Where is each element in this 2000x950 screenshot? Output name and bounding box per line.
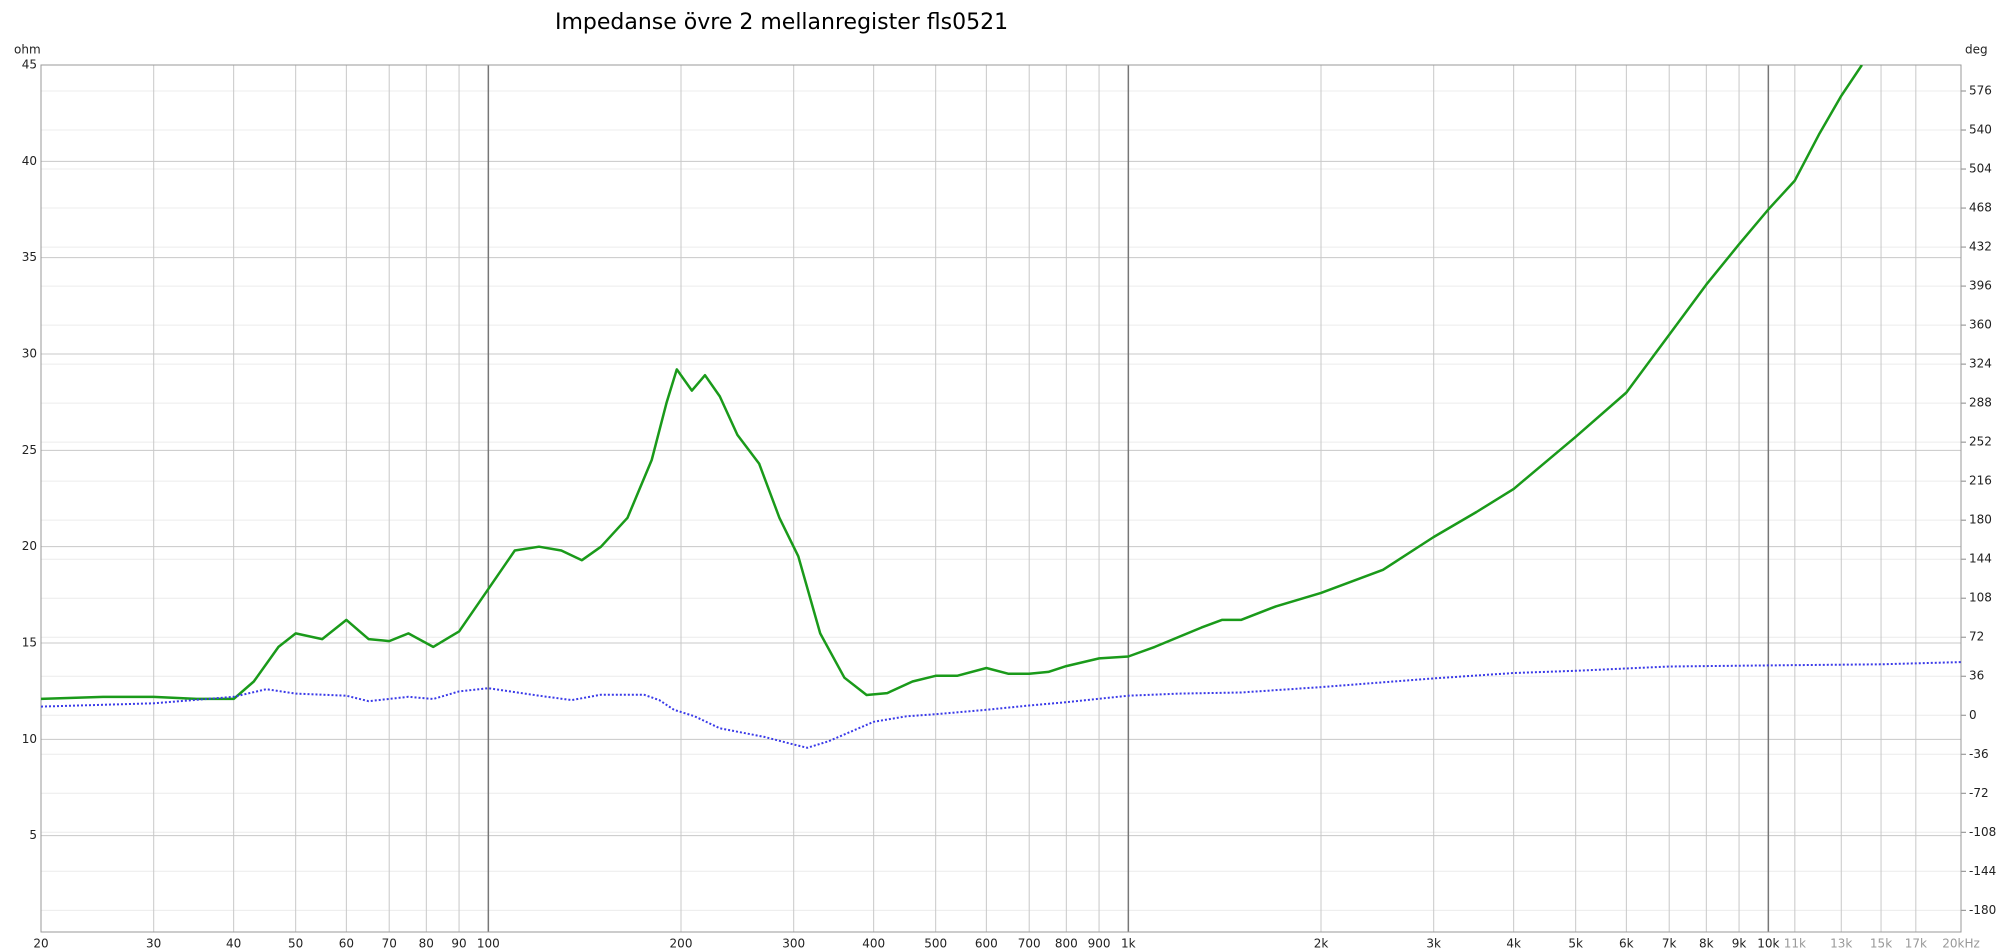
y2-tick-label: 504: [1969, 162, 1992, 176]
chart-title: Impedanse övre 2 mellanregister fls0521: [555, 10, 1008, 35]
y-tick-label: 45: [22, 58, 37, 72]
y2-tick-label: -144: [1969, 864, 1996, 878]
y2-tick-label: 0: [1969, 708, 1977, 722]
x-tick-label: 700: [1018, 937, 1041, 950]
x-tick-label: 800: [1055, 937, 1078, 950]
x-tick-label: 200: [670, 937, 693, 950]
y2-tick-label: 360: [1969, 318, 1992, 332]
x-tick-label: 6k: [1619, 937, 1634, 950]
x-tick-label: 7k: [1662, 937, 1677, 950]
x-tick-label: 20kHz: [1942, 937, 1980, 950]
y2-tick-label: 432: [1969, 240, 1992, 254]
y-tick-label: 35: [22, 250, 37, 264]
x-tick-label: 300: [782, 937, 805, 950]
series-line: [41, 661, 1961, 749]
y-tick-label: 25: [22, 443, 37, 457]
y2-tick-label: 216: [1969, 474, 1992, 488]
x-tick-label: 15k: [1870, 937, 1892, 950]
x-tick-label: 3k: [1426, 937, 1441, 950]
y2-tick-label: -180: [1969, 903, 1996, 917]
x-tick-label: 100: [477, 937, 500, 950]
y-tick-label: 30: [22, 347, 37, 361]
x-tick-label: 70: [382, 937, 397, 950]
y-tick-label: 10: [22, 732, 37, 746]
x-tick-label: 11k: [1784, 937, 1806, 950]
x-tick-label: 1k: [1121, 937, 1136, 950]
y2-tick-label: 108: [1969, 591, 1992, 605]
y2-axis-label: deg: [1965, 43, 1988, 57]
x-tick-label: 5k: [1568, 937, 1583, 950]
x-tick-label: 20: [33, 937, 48, 950]
x-tick-label: 40: [226, 937, 241, 950]
x-tick-label: 50: [288, 937, 303, 950]
y-tick-label: 15: [22, 636, 37, 650]
x-tick-label: 2k: [1314, 937, 1329, 950]
x-tick-label: 13k: [1830, 937, 1852, 950]
x-tick-label: 90: [451, 937, 466, 950]
y2-tick-label: -36: [1969, 747, 1989, 761]
y2-tick-label: 252: [1969, 435, 1992, 449]
y2-tick-label: -108: [1969, 825, 1996, 839]
y-axis-label: ohm: [14, 43, 41, 57]
y-tick-label: 40: [22, 154, 37, 168]
y-tick-label: 5: [29, 828, 37, 842]
x-tick-label: 500: [924, 937, 947, 950]
x-tick-label: 60: [339, 937, 354, 950]
y2-tick-label: 576: [1969, 84, 1992, 98]
y2-tick-label: 468: [1969, 201, 1992, 215]
y2-tick-label: 180: [1969, 513, 1992, 527]
x-tick-label: 4k: [1506, 937, 1521, 950]
plot-frame: [40, 64, 1962, 933]
series-line: [41, 65, 1863, 701]
x-tick-label: 17k: [1905, 937, 1927, 950]
x-tick-label: 80: [419, 937, 434, 950]
y2-tick-label: 144: [1969, 552, 1992, 566]
x-tick-label: 600: [975, 937, 998, 950]
y2-tick-label: 288: [1969, 396, 1992, 410]
y-tick-label: 20: [22, 539, 37, 553]
x-tick-label: 900: [1088, 937, 1111, 950]
x-tick-label: 400: [862, 937, 885, 950]
y2-tick-label: 36: [1969, 669, 1984, 683]
y2-tick-label: 396: [1969, 279, 1992, 293]
x-tick-label: 8k: [1699, 937, 1714, 950]
x-tick-label: 30: [146, 937, 161, 950]
x-tick-label: 9k: [1732, 937, 1747, 950]
y2-tick-label: 72: [1969, 630, 1984, 644]
x-tick-label: 10k: [1757, 937, 1779, 950]
y2-tick-label: 540: [1969, 123, 1992, 137]
y2-tick-label: 324: [1969, 357, 1992, 371]
y2-tick-label: -72: [1969, 786, 1989, 800]
